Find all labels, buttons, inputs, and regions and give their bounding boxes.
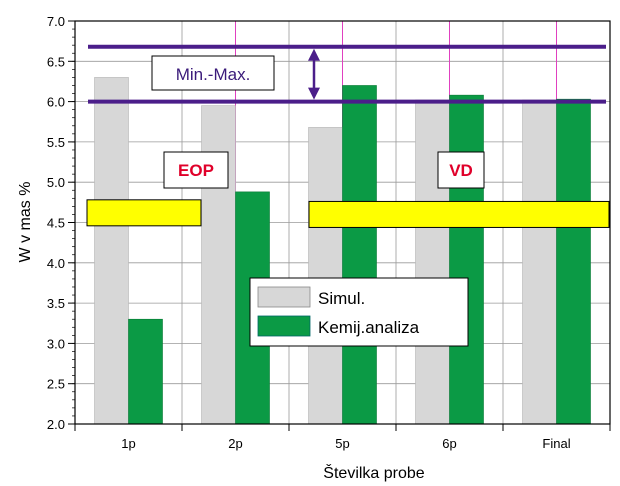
band-eop bbox=[86, 199, 202, 227]
y-tick-label: 3.0 bbox=[47, 336, 65, 351]
bar-simul-Final bbox=[522, 99, 557, 425]
legend-label-simul: Simul. bbox=[318, 289, 365, 308]
tick-labels: 2.0 2.5 3.0 3.5 4.0 4.5 5.0 5.5 6.0 6.5 7.0 1p 2p 5p 6… bbox=[47, 14, 571, 451]
arrow-down-icon bbox=[308, 87, 320, 100]
zone-eop-label: EOP bbox=[178, 161, 214, 180]
y-tick-label: 4.0 bbox=[47, 256, 65, 271]
reference-lines bbox=[88, 44, 606, 104]
y-tick-label: 5.5 bbox=[47, 135, 65, 150]
bar-kemij-Final bbox=[556, 98, 591, 425]
axes bbox=[68, 20, 611, 431]
zone-vd-box bbox=[437, 151, 485, 189]
bar-simul-6p bbox=[415, 99, 450, 425]
legend-label-kemij: Kemij.analiza bbox=[318, 318, 420, 337]
y-tick-label: 2.0 bbox=[47, 417, 65, 432]
x-tick-label: Final bbox=[542, 436, 570, 451]
zone-eop: EOP bbox=[163, 151, 229, 189]
legend-swatch-kemij bbox=[257, 315, 311, 337]
y-tick-label: 4.5 bbox=[47, 216, 65, 231]
range-annotation: Min.-Max. bbox=[151, 48, 320, 100]
x-tick-label: 2p bbox=[228, 436, 242, 451]
bar-simul-1p bbox=[94, 77, 129, 425]
x-tick-label: 1p bbox=[121, 436, 135, 451]
band-vd bbox=[308, 200, 610, 228]
legend: Simul. Kemij.analiza bbox=[249, 277, 469, 347]
y-tick-label: 5.0 bbox=[47, 175, 65, 190]
zone-vd: VD bbox=[437, 151, 485, 189]
x-tick-label: 5p bbox=[335, 436, 349, 451]
bar-kemij-5p bbox=[342, 85, 377, 425]
range-label: Min.-Max. bbox=[176, 65, 251, 84]
y-tick-label: 2.5 bbox=[47, 377, 65, 392]
y-tick-label: 7.0 bbox=[47, 14, 65, 29]
y-tick-label: 6.0 bbox=[47, 95, 65, 110]
bars bbox=[94, 77, 591, 425]
y-tick-label: 6.5 bbox=[47, 54, 65, 69]
legend-swatch-simul bbox=[257, 286, 311, 308]
arrow-up-icon bbox=[308, 48, 320, 61]
range-label-box bbox=[151, 55, 275, 91]
x-tick-label: 6p bbox=[442, 436, 456, 451]
y-tick-label: 3.5 bbox=[47, 296, 65, 311]
bar-simul-5p bbox=[308, 127, 343, 425]
bar-kemij-1p bbox=[128, 318, 163, 425]
zone-vd-label: VD bbox=[449, 161, 473, 180]
x-axis-label: Številka probe bbox=[323, 463, 424, 482]
zone-eop-box bbox=[163, 151, 229, 189]
bar-kemij-6p bbox=[449, 94, 484, 425]
y-axis-label: W v mas % bbox=[17, 182, 34, 263]
zone-bands bbox=[86, 199, 610, 228]
